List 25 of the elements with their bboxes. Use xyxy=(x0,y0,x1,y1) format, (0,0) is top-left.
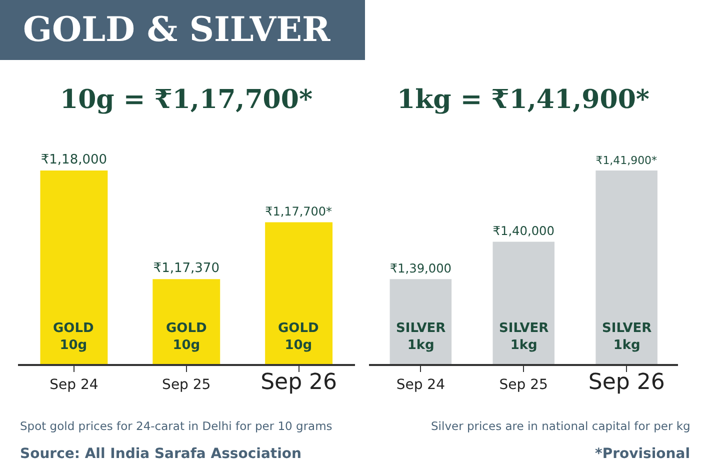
annotation: GOLD 10g xyxy=(53,321,94,353)
data-label: ₹1,17,700* xyxy=(265,204,332,219)
annotation: GOLD 10g xyxy=(166,321,208,353)
data-label: ₹1,17,370 xyxy=(153,261,220,276)
data-label: ₹1,18,000 xyxy=(40,152,108,168)
annotation: SILVER 1kg xyxy=(396,321,446,353)
data-label: ₹1,40,000 xyxy=(492,224,554,238)
chart-title: 10g = ₹1,17,700* xyxy=(60,85,313,115)
annotation: GOLD 10g xyxy=(278,321,320,353)
x-tick-label: Sep 25 xyxy=(162,376,211,393)
data-label: ₹1,39,000 xyxy=(390,261,452,276)
x-tick-label: Sep 25 xyxy=(499,376,548,393)
annotation: *Provisional xyxy=(595,446,690,462)
annotation: Silver prices are in national capital for per kg xyxy=(431,419,690,433)
annotation: SILVER 1kg xyxy=(602,321,652,353)
x-tick-label: Sep 26 xyxy=(588,370,665,395)
annotation: SILVER 1kg xyxy=(499,321,549,353)
x-tick-label: Sep 24 xyxy=(396,376,446,393)
annotation: Spot gold prices for 24-carat in Delhi for per 10 grams xyxy=(20,419,332,433)
chart-title: 1kg = ₹1,41,900* xyxy=(397,85,650,115)
x-tick-label: Sep 26 xyxy=(260,370,338,395)
data-label: ₹1,41,900* xyxy=(596,154,658,168)
x-tick-label: Sep 24 xyxy=(50,376,98,393)
text: GOLD & SILVER xyxy=(23,10,332,50)
annotation: Source: All India Sarafa Association xyxy=(20,446,302,462)
